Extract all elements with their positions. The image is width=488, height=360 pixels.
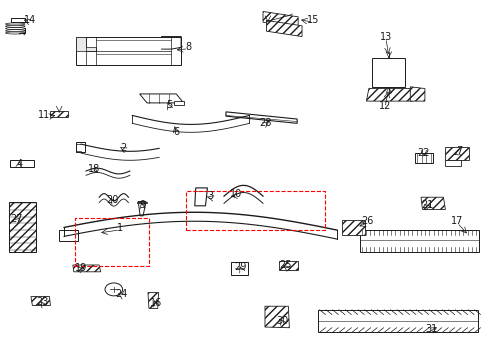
Text: 29: 29 — [234, 262, 246, 272]
Polygon shape — [10, 160, 34, 167]
Polygon shape — [194, 188, 207, 206]
Text: 20: 20 — [106, 195, 119, 205]
Polygon shape — [366, 89, 412, 101]
Text: 21: 21 — [421, 200, 433, 210]
Polygon shape — [359, 230, 478, 252]
Text: 10: 10 — [230, 189, 242, 199]
Text: 4: 4 — [16, 159, 22, 169]
Text: 30: 30 — [275, 316, 287, 326]
Polygon shape — [341, 220, 365, 234]
Polygon shape — [137, 202, 147, 203]
Polygon shape — [445, 160, 461, 166]
Polygon shape — [76, 142, 84, 152]
Polygon shape — [266, 21, 302, 37]
Polygon shape — [73, 265, 101, 272]
Polygon shape — [414, 153, 432, 163]
Polygon shape — [173, 101, 183, 105]
Polygon shape — [76, 37, 96, 51]
Text: 1: 1 — [117, 224, 123, 233]
Text: 8: 8 — [185, 42, 191, 52]
Text: 19: 19 — [75, 263, 87, 273]
Polygon shape — [264, 306, 289, 328]
Polygon shape — [11, 18, 25, 22]
Polygon shape — [140, 94, 183, 103]
Polygon shape — [9, 202, 36, 252]
Polygon shape — [278, 261, 298, 270]
Polygon shape — [148, 293, 158, 309]
Polygon shape — [420, 197, 445, 210]
Text: 14: 14 — [24, 15, 36, 26]
Text: 28: 28 — [259, 118, 271, 128]
Text: 22: 22 — [417, 148, 429, 158]
Text: 27: 27 — [11, 215, 23, 224]
Polygon shape — [371, 58, 405, 87]
Text: 13: 13 — [379, 32, 391, 41]
Polygon shape — [409, 87, 424, 101]
Text: 26: 26 — [361, 216, 373, 226]
Text: 3: 3 — [207, 191, 213, 201]
Polygon shape — [263, 12, 298, 28]
Text: 18: 18 — [88, 164, 100, 174]
Text: 5: 5 — [165, 100, 172, 110]
Circle shape — [105, 283, 122, 296]
Text: 11: 11 — [38, 111, 50, 121]
Polygon shape — [76, 37, 181, 65]
Polygon shape — [317, 310, 477, 332]
Text: 12: 12 — [378, 102, 390, 112]
Text: 23: 23 — [36, 297, 48, 307]
Polygon shape — [230, 262, 248, 275]
Text: 15: 15 — [306, 15, 318, 26]
Text: 6: 6 — [173, 127, 179, 136]
Text: 16: 16 — [149, 298, 162, 308]
Text: 7: 7 — [455, 146, 461, 156]
Text: 24: 24 — [115, 289, 127, 299]
Text: 31: 31 — [425, 324, 437, 334]
Polygon shape — [225, 112, 297, 123]
Polygon shape — [138, 202, 146, 216]
Polygon shape — [31, 297, 50, 306]
Text: 9: 9 — [139, 200, 145, 210]
Text: 2: 2 — [120, 143, 126, 153]
Polygon shape — [445, 147, 468, 160]
Text: 25: 25 — [279, 260, 291, 270]
Polygon shape — [59, 230, 78, 241]
Polygon shape — [50, 111, 68, 117]
Text: 17: 17 — [450, 216, 462, 226]
